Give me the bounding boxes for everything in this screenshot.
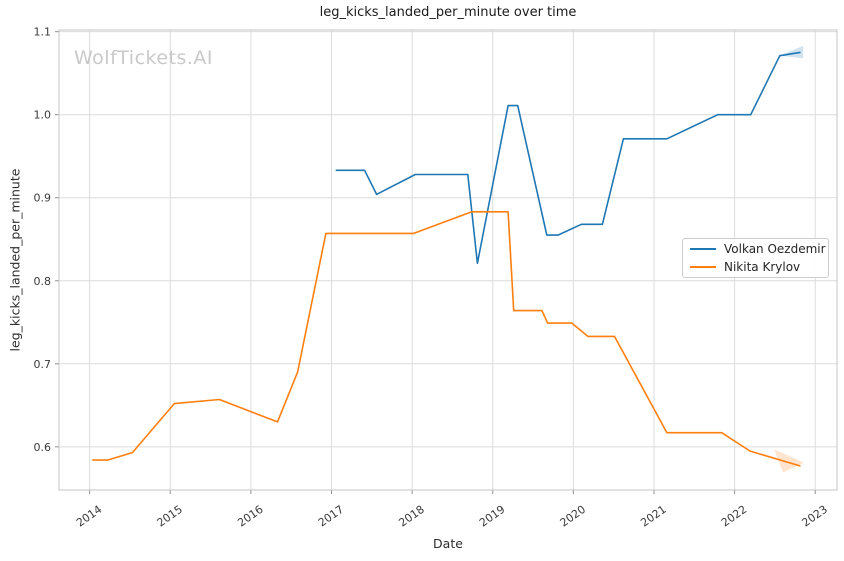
legend-line-swatch-blue: [690, 247, 716, 250]
legend: Volkan Oezdemir Nikita Krylov: [682, 238, 829, 278]
x-tick-label: 2019: [477, 503, 507, 530]
legend-item-nikita-krylov: Nikita Krylov: [690, 260, 821, 276]
x-tick-label: 2020: [558, 503, 588, 530]
y-axis-label: leg_kicks_landed_per_minute: [7, 168, 23, 352]
series-line-nikita-krylov: [92, 211, 801, 467]
plot-frame: [58, 29, 838, 491]
x-axis-label: Date: [433, 536, 463, 551]
watermark: WolfTickets.AI: [74, 47, 214, 69]
legend-label-nikita-krylov: Nikita Krylov: [724, 260, 801, 275]
legend-label-volkan-oezdemir: Volkan Oezdemir: [724, 241, 826, 256]
y-tick-label: 0.8: [34, 275, 52, 288]
y-tick-label: 0.6: [34, 441, 52, 454]
y-tick-label: 1.1: [34, 26, 52, 39]
legend-item-volkan-oezdemir: Volkan Oezdemir: [690, 241, 826, 257]
x-tick-label: 2023: [800, 503, 830, 530]
x-tick-label: 2016: [235, 503, 265, 530]
y-tick-label: 1.0: [34, 109, 52, 122]
series-line-volkan-oezdemir: [335, 51, 801, 265]
x-tick-label: 2017: [316, 503, 346, 530]
x-tick-label: 2021: [638, 503, 668, 530]
y-tick-label: 0.7: [34, 358, 52, 371]
chart-title: leg_kicks_landed_per_minute over time: [319, 5, 577, 20]
y-tick-label: 0.9: [34, 192, 52, 205]
confidence-band-nikita-krylov: [774, 449, 804, 473]
legend-line-swatch-orange: [690, 266, 716, 269]
x-tick-label: 2018: [396, 503, 426, 530]
x-tick-label: 2014: [74, 503, 104, 530]
x-tick-label: 2015: [155, 503, 185, 530]
x-tick-label: 2022: [719, 503, 749, 530]
